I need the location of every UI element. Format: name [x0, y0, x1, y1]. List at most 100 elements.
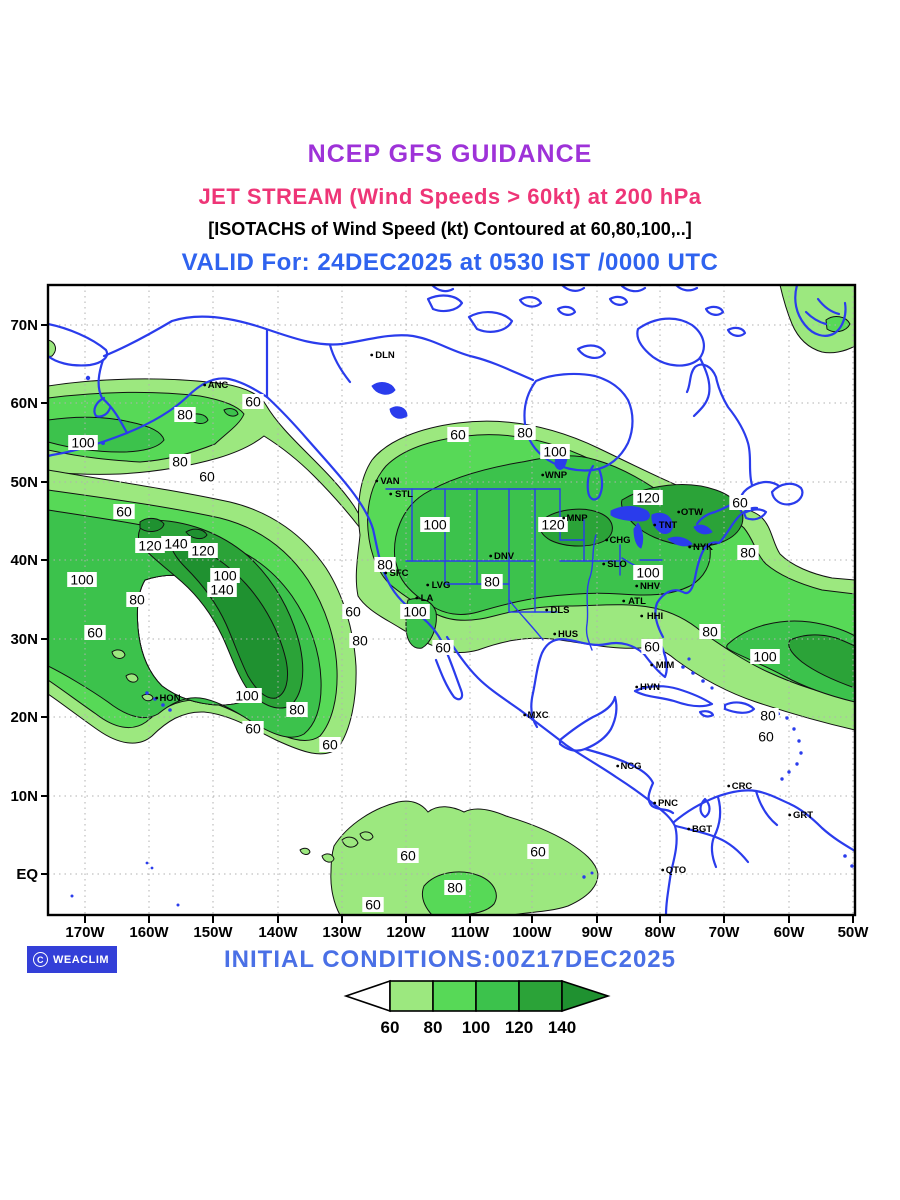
contour-label: 100: [753, 649, 777, 665]
contour-label: 60: [758, 729, 774, 745]
legend-value-label: 120: [505, 1018, 533, 1037]
y-tick-label: 10N: [10, 788, 38, 805]
page-title: NCEP GFS GUIDANCE: [307, 140, 593, 168]
contour-label: 140: [210, 582, 234, 598]
city-label: LVG: [432, 580, 451, 591]
contour-label: 100: [423, 517, 447, 533]
contour-label: 120: [541, 517, 565, 533]
contour-label: 60: [644, 639, 660, 655]
contour-label: 60: [245, 721, 261, 737]
contour-label: 60: [530, 844, 546, 860]
contour-label: 80: [129, 592, 145, 608]
y-tick-label: 60N: [10, 395, 38, 412]
city-label: GRT: [793, 810, 813, 821]
contour-label: 60: [732, 495, 748, 511]
contour-label: 60: [365, 897, 381, 913]
city-label: MXC: [527, 710, 548, 721]
map-frame: [46, 283, 857, 917]
contour-label: 80: [177, 407, 193, 423]
isotach-regions: [48, 285, 855, 915]
contour-label: 80: [447, 880, 463, 896]
x-tick-label: 110W: [451, 924, 490, 941]
contour-label: 80: [172, 454, 188, 470]
contour-label: 100: [636, 565, 660, 581]
initial-conditions-line: INITIAL CONDITIONS:00Z17DEC2025: [224, 946, 676, 973]
x-tick-label: 130W: [322, 924, 362, 941]
city-label: CRC: [732, 781, 753, 792]
y-tick-label: 70N: [10, 317, 38, 334]
axis-ticks-labels: 170W 160W 150W 140W 130W 120W 110W 100W 90W 80W 70…: [10, 317, 869, 941]
contour-label: 60: [87, 625, 103, 641]
city-label: HVN: [640, 682, 660, 693]
contour-label: 120: [191, 543, 215, 559]
city-label: NCG: [620, 761, 641, 772]
wind-speed-legend: 60 80 100 120 140: [343, 979, 611, 1037]
contour-label: 120: [636, 490, 660, 506]
contour-label: 80: [702, 624, 718, 640]
city-label: DLN: [375, 350, 395, 361]
contour-label: 60: [116, 504, 132, 520]
contour-label: 140: [164, 536, 188, 552]
city-label: STL: [395, 489, 413, 500]
contour-label: 60: [199, 469, 215, 485]
y-tick-label: EQ: [16, 866, 38, 883]
city-label: SLO: [607, 559, 627, 570]
contour-label: 60: [345, 604, 361, 620]
contour-label: 80: [289, 702, 305, 718]
contour-label: 80: [377, 557, 393, 573]
city-label: ATL: [628, 596, 646, 607]
x-tick-label: 150W: [193, 924, 233, 941]
city-label: CHG: [609, 535, 630, 546]
contour-label: 100: [543, 444, 567, 460]
x-tick-label: 100W: [512, 924, 552, 941]
subtitle-isotachs: [ISOTACHS of Wind Speed (kt) Contoured a…: [208, 219, 692, 239]
city-label: HUS: [558, 629, 578, 640]
y-tick-label: 30N: [10, 631, 38, 648]
contour-label: 80: [760, 708, 776, 724]
city-label: VAN: [380, 476, 399, 487]
x-tick-label: 120W: [386, 924, 426, 941]
city-label: PNC: [658, 798, 678, 809]
contour-label: 100: [70, 572, 94, 588]
city-label: ANC: [208, 380, 229, 391]
x-tick-label: 60W: [774, 924, 806, 941]
city-label: MNP: [566, 513, 588, 524]
city-label: HHI: [647, 611, 663, 622]
legend-value-label: 80: [424, 1018, 443, 1037]
contour-label: 100: [235, 688, 259, 704]
contour-label: 80: [484, 574, 500, 590]
contour-label: 80: [352, 633, 368, 649]
legend-value-label: 100: [462, 1018, 490, 1037]
city-label: BGT: [692, 824, 712, 835]
y-tick-label: 40N: [10, 552, 38, 569]
city-label: HON: [159, 693, 180, 704]
contour-label: 100: [213, 568, 237, 584]
contour-label: 60: [450, 427, 466, 443]
x-tick-label: 140W: [258, 924, 298, 941]
contour-label: 60: [245, 394, 261, 410]
y-tick-label: 20N: [10, 709, 38, 726]
weaclim-logo: C WEACLIM: [27, 946, 118, 973]
city-label: LA: [421, 593, 434, 604]
legend-value-label: 140: [548, 1018, 576, 1037]
contour-region-140: [169, 539, 289, 699]
subtitle-jetstream: JET STREAM (Wind Speeds > 60kt) at 200 h…: [198, 184, 702, 209]
city-label: SFC: [390, 568, 409, 579]
contour-label: 60: [322, 737, 338, 753]
x-tick-label: 170W: [65, 924, 105, 941]
contour-label: 80: [517, 425, 533, 441]
x-tick-label: 90W: [582, 924, 614, 941]
valid-time-line: VALID For: 24DEC2025 at 0530 IST /0000 U…: [181, 249, 719, 276]
x-tick-label: 70W: [709, 924, 741, 941]
x-tick-label: 50W: [838, 924, 870, 941]
contour-label: 60: [400, 848, 416, 864]
city-label: TNT: [659, 520, 678, 531]
city-label: NYK: [693, 542, 713, 553]
contour-label: 120: [138, 538, 162, 554]
city-label: NHV: [640, 581, 661, 592]
contour-label: 100: [71, 435, 95, 451]
city-label: OTW: [681, 507, 703, 518]
